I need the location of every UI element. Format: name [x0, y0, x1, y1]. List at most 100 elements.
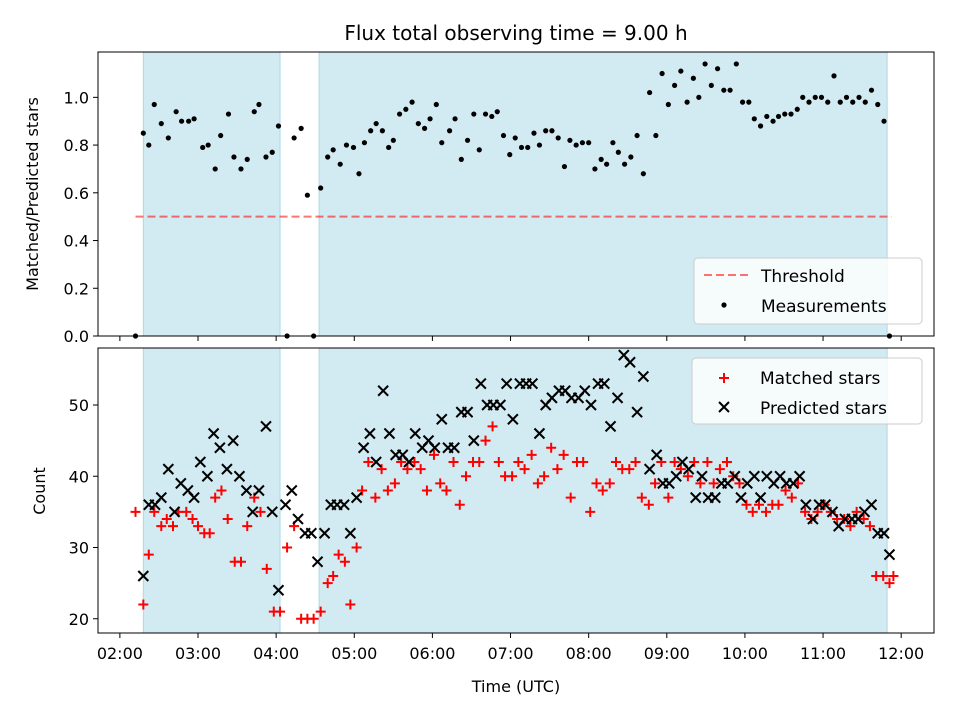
matched-point: [275, 606, 286, 617]
matched-point: [513, 457, 524, 467]
ratio-y-axis-label: Matched/Predicted stars: [23, 97, 42, 291]
series-dot: [132, 61, 893, 339]
matched-point: [415, 464, 426, 475]
matched-point: [435, 478, 446, 489]
matched-point: [565, 492, 576, 503]
predicted-point: [253, 484, 265, 497]
measurement-point: [764, 113, 770, 120]
matched-point: [539, 471, 550, 482]
measurement-point: [831, 73, 837, 79]
measurement-point: [782, 111, 788, 117]
predicted-point: [604, 420, 617, 433]
x-tick-label: 08:00: [566, 644, 612, 663]
matched-point: [864, 521, 875, 532]
measurement-point: [647, 89, 653, 96]
count-x-axis: 02:00 03:00 04:00 05:00 06:00 07:00 08:00 09:00…: [97, 633, 924, 663]
matched-point: [702, 457, 713, 467]
matched-point: [143, 549, 154, 560]
matched-point: [591, 478, 602, 489]
predicted-point: [357, 442, 370, 454]
measurement-point: [396, 111, 403, 117]
predicted-point: [350, 491, 363, 504]
predicted-point: [748, 470, 761, 482]
matched-point: [630, 457, 641, 467]
measurement-point: [837, 99, 843, 105]
matched-point: [786, 492, 797, 503]
x-tick-label: 03:00: [175, 644, 221, 663]
measurement-point: [151, 101, 157, 108]
measurement-point: [622, 161, 628, 167]
predicted-point: [865, 499, 878, 511]
count-x-axis-label: Time (UTC): [471, 677, 560, 696]
x-tick-label: 07:00: [487, 644, 533, 663]
measurement-point: [733, 61, 739, 67]
measurement-point: [500, 132, 507, 139]
measurement-point: [640, 171, 646, 177]
matched-point: [168, 521, 179, 532]
measurement-point: [464, 137, 471, 143]
matched-point: [376, 464, 387, 475]
count-legend: Matched stars Predicted stars: [691, 357, 923, 425]
measurement-point: [800, 94, 806, 100]
measurement-point: [368, 128, 374, 134]
matched-point: [222, 514, 233, 524]
predicted-point: [279, 499, 292, 511]
predicted-point: [286, 484, 298, 497]
predicted-point: [429, 442, 441, 454]
predicted-point: [221, 463, 233, 475]
ratio-legend: Threshold Measurements: [693, 257, 923, 325]
matched-point: [728, 471, 739, 482]
predicted-point: [689, 491, 702, 504]
ratio-legend-box: [693, 257, 923, 325]
matched-point: [714, 464, 725, 475]
matched-point: [858, 514, 869, 524]
measurement-point: [373, 120, 379, 127]
matched-point: [389, 478, 400, 489]
measurement-point: [818, 94, 825, 100]
measurement-point: [598, 156, 604, 162]
predicted-point: [800, 499, 812, 511]
measurement-point: [579, 140, 586, 146]
matched-point: [328, 571, 339, 581]
matched-point: [682, 471, 693, 482]
ratio-marks: [132, 61, 893, 339]
matched-point: [721, 457, 732, 467]
measurement-point: [881, 118, 887, 124]
matched-point: [689, 457, 700, 467]
measurement-point: [269, 149, 275, 155]
matched-point: [235, 556, 246, 567]
predicted-point: [214, 442, 226, 454]
matched-point: [193, 521, 204, 532]
x-tick-label: 11:00: [800, 644, 846, 663]
matched-point: [322, 578, 333, 589]
measurement-point: [458, 156, 464, 162]
measurement-point: [330, 147, 336, 153]
matched-point: [888, 571, 899, 581]
predicted-point: [311, 556, 324, 568]
measurement-point: [525, 144, 531, 151]
measurement-point: [179, 118, 185, 124]
predicted-point: [643, 463, 656, 475]
matched-point: [216, 485, 227, 496]
measurement-point: [275, 123, 282, 129]
measurement-point: [489, 113, 495, 120]
measurement-point: [298, 125, 304, 131]
measurement-point: [751, 116, 757, 122]
measurement-point: [244, 156, 250, 162]
measurement-point: [634, 132, 640, 139]
matched-point: [255, 506, 266, 517]
y-tick-label: 1.0: [64, 88, 89, 107]
measurement-point: [173, 109, 179, 115]
measurement-point: [549, 128, 555, 134]
count-marks: [130, 349, 899, 624]
matched-point: [261, 563, 272, 574]
matched-point: [487, 421, 498, 432]
y-tick-label: 0.6: [64, 184, 89, 203]
matched-point: [761, 506, 772, 517]
measurement-point: [379, 128, 385, 134]
predicted-point: [409, 427, 421, 440]
measurement-point: [421, 125, 428, 131]
matched-point: [558, 449, 569, 460]
